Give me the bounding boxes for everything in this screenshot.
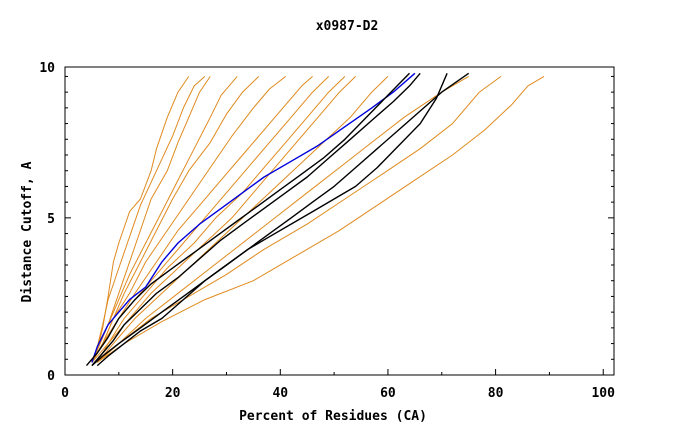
- series-line-orange: [91, 76, 206, 363]
- series-line-orange: [91, 76, 287, 363]
- series-line-orange: [96, 76, 356, 363]
- series-line-black: [96, 73, 448, 367]
- plot-frame: [64, 66, 615, 376]
- x-tick-label: 0: [61, 386, 69, 401]
- series-line-black: [85, 72, 410, 367]
- x-tick-label: 20: [165, 386, 181, 401]
- y-axis: 0 5 10: [39, 61, 614, 384]
- y-tick-label: 0: [47, 369, 55, 384]
- chart-title: x0987-D2: [316, 19, 379, 34]
- series-line-orange: [97, 75, 545, 363]
- y-tick-label: 10: [39, 61, 55, 76]
- series-line-orange: [91, 76, 346, 363]
- x-tick-label: 40: [272, 386, 288, 401]
- series-line-blue: [91, 72, 416, 363]
- x-tick-label: 60: [380, 386, 396, 401]
- series-line-orange: [96, 75, 502, 363]
- plot-area: [85, 72, 545, 367]
- series-line-orange: [96, 75, 469, 363]
- x-axis: 0 20 40 60 80 100: [61, 369, 615, 401]
- x-tick-label: 100: [591, 386, 615, 401]
- x-axis-label: Percent of Residues (CA): [239, 409, 427, 424]
- series-line-orange: [91, 76, 190, 363]
- series-line-black: [91, 72, 421, 367]
- y-axis-label: Distance Cutoff, A: [20, 161, 35, 302]
- x-tick-label: 80: [488, 386, 504, 401]
- series-line-black: [91, 72, 470, 367]
- y-tick-label: 5: [47, 212, 55, 227]
